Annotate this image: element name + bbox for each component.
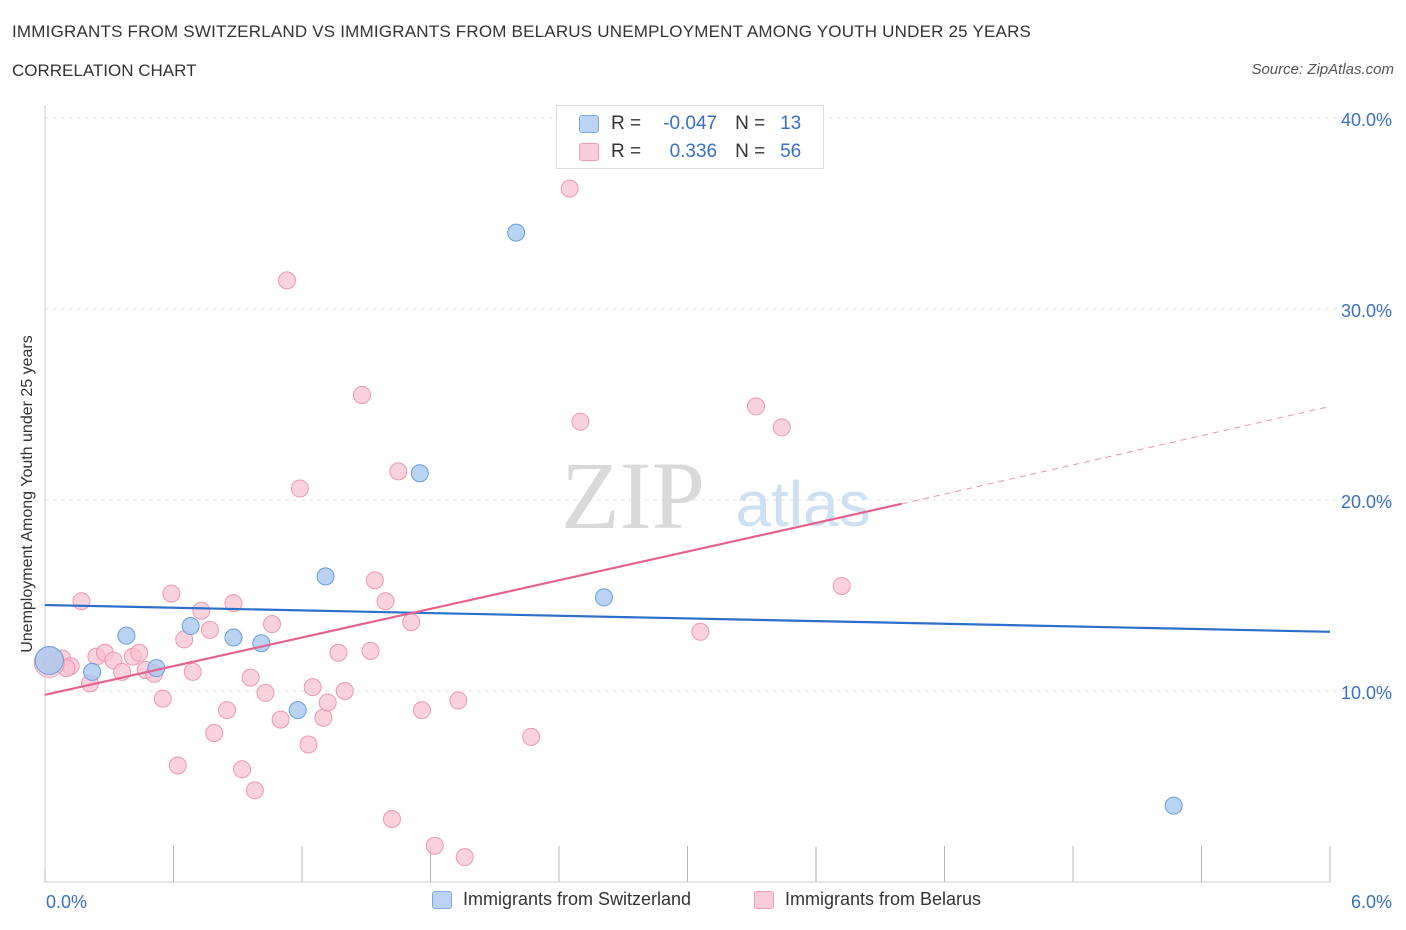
source-label: Source: ZipAtlas.com xyxy=(1251,61,1394,78)
switzerland-point xyxy=(181,617,200,636)
chart-title: IMMIGRANTS FROM SWITZERLAND VS IMMIGRANT… xyxy=(12,22,1032,41)
switzerland-points xyxy=(34,223,1183,815)
belarus-point xyxy=(205,724,224,743)
watermark-zip: ZIP xyxy=(561,442,705,549)
belarus-legend-swatch xyxy=(754,890,774,909)
y-tick-label: 30.0% xyxy=(1341,301,1392,321)
axis-layer xyxy=(44,105,1331,883)
belarus-point xyxy=(183,662,202,681)
switzerland-point xyxy=(410,464,429,483)
series-legend-switzerland: Immigrants from Switzerland xyxy=(432,889,691,910)
belarus-point xyxy=(278,271,297,290)
belarus-point xyxy=(245,781,264,800)
belarus-point xyxy=(522,727,541,746)
watermark-atlas: atlas xyxy=(735,468,870,540)
belarus-point xyxy=(72,592,91,611)
belarus-point xyxy=(162,584,181,603)
belarus-point xyxy=(747,397,766,416)
belarus-points xyxy=(33,179,851,867)
series-legend-switzerland-label: Immigrants from Switzerland xyxy=(463,889,692,909)
tick-label-layer: 10.0% 20.0% 30.0% 40.0% 0.0% 6.0% xyxy=(46,110,1392,912)
y-tick-label: 20.0% xyxy=(1341,492,1392,512)
switzerland-point xyxy=(224,628,243,647)
belarus-point xyxy=(224,594,243,613)
belarus-point xyxy=(361,641,380,660)
x-tick-label: 0.0% xyxy=(46,892,87,912)
switzerland-point xyxy=(316,567,335,586)
belarus-point xyxy=(263,615,282,634)
belarus-point xyxy=(389,462,408,481)
belarus-point xyxy=(314,708,333,727)
belarus-point xyxy=(449,691,468,710)
belarus-point xyxy=(335,682,354,700)
belarus-point xyxy=(299,735,318,754)
belarus-point xyxy=(256,683,275,702)
watermark: ZIP atlas xyxy=(561,442,871,549)
switzerland-point xyxy=(594,588,613,607)
y-tick-label: 10.0% xyxy=(1341,683,1392,703)
belarus-point xyxy=(241,668,260,687)
x-tick-label: 6.0% xyxy=(1351,892,1392,912)
belarus-point xyxy=(772,418,791,437)
switzerland-point xyxy=(252,634,271,653)
belarus-point xyxy=(290,479,309,498)
belarus-point xyxy=(412,701,431,720)
belarus-point xyxy=(455,848,474,867)
y-tick-label: 40.0% xyxy=(1341,110,1392,130)
belarus-point xyxy=(402,613,421,632)
legend-n-label-1: N = xyxy=(735,113,766,134)
belarus-point xyxy=(352,385,371,404)
belarus-point xyxy=(425,836,444,855)
belarus-point xyxy=(571,412,590,431)
belarus-point xyxy=(153,689,172,708)
legend-n-value-1: 13 xyxy=(780,113,802,134)
switzerland-point xyxy=(288,701,307,720)
belarus-point xyxy=(233,760,252,779)
belarus-point xyxy=(376,592,395,611)
switzerland-point xyxy=(1164,796,1183,815)
legend-n-value-2: 56 xyxy=(780,141,802,162)
belarus-point xyxy=(365,571,384,590)
series-legend-belarus-label: Immigrants from Belarus xyxy=(785,889,982,909)
belarus-point xyxy=(329,643,348,662)
switzerland-point xyxy=(34,645,64,675)
legend-r-label-2: R = xyxy=(611,141,642,162)
switzerland-trend-line xyxy=(44,603,1331,633)
belarus-point xyxy=(130,643,149,662)
switzerland-point xyxy=(507,223,526,242)
legend-r-label-1: R = xyxy=(611,113,642,134)
belarus-swatch xyxy=(579,143,599,161)
belarus-point xyxy=(382,809,401,828)
belarus-point xyxy=(832,576,851,595)
legend-n-label-2: N = xyxy=(735,141,766,162)
switzerland-point xyxy=(117,626,136,645)
belarus-point xyxy=(271,710,290,729)
legend-row-switzerland: R = -0.047 N = 13 xyxy=(579,112,801,136)
switzerland-legend-swatch xyxy=(432,890,452,909)
belarus-point xyxy=(192,601,211,620)
belarus-point xyxy=(218,701,237,720)
trend-layer xyxy=(44,405,1331,696)
belarus-point xyxy=(318,693,337,712)
legend-r-value-2: 0.336 xyxy=(669,141,718,162)
belarus-trend-extension xyxy=(901,405,1331,505)
switzerland-swatch xyxy=(579,115,599,133)
belarus-point xyxy=(691,622,710,641)
belarus-point xyxy=(200,620,219,639)
belarus-point xyxy=(560,179,579,198)
belarus-trend-line xyxy=(44,502,902,696)
correlation-legend: R = -0.047 N = 13 R = 0.336 N = 56 xyxy=(556,105,824,169)
grid-layer xyxy=(45,117,1390,692)
switzerland-point xyxy=(83,662,102,681)
legend-row-belarus: R = 0.336 N = 56 xyxy=(579,140,801,164)
belarus-point xyxy=(168,756,187,775)
legend-r-value-1: -0.047 xyxy=(663,113,718,134)
belarus-point xyxy=(303,678,322,697)
chart-subtitle: CORRELATION CHART xyxy=(12,61,197,80)
series-legend-belarus: Immigrants from Belarus xyxy=(754,889,981,910)
